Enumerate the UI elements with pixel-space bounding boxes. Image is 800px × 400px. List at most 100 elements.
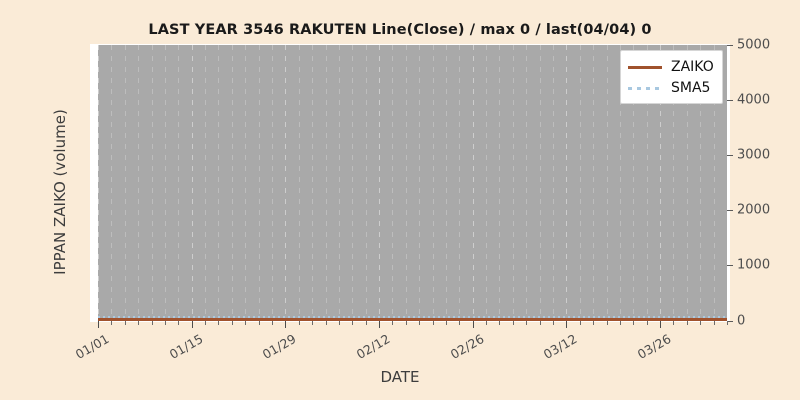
x-tick-label: 02/26	[447, 331, 487, 363]
gridline-vertical-minor	[258, 45, 260, 321]
x-axis-minor-tick	[405, 321, 407, 325]
chart-title: LAST YEAR 3546 RAKUTEN Line(Close) / max…	[148, 22, 652, 38]
x-tick-label: 01/01	[72, 331, 112, 363]
x-axis-label: DATE	[380, 368, 420, 386]
gridline-vertical-minor	[606, 45, 608, 321]
x-axis-minor-tick	[445, 321, 447, 325]
gridline-vertical-minor	[459, 45, 461, 321]
gridline-vertical-minor	[593, 45, 595, 321]
gridline-vertical-minor	[673, 45, 675, 321]
y-axis-label: IPPAN ZAIKO (volume)	[51, 109, 69, 275]
gridline-vertical-minor	[352, 45, 354, 321]
x-axis-minor-tick	[419, 321, 421, 325]
x-axis-minor-tick	[633, 321, 635, 325]
gridline-vertical	[191, 45, 193, 321]
x-axis-minor-tick	[338, 321, 340, 325]
legend-item-zaiko[interactable]: ZAIKO	[628, 56, 714, 77]
gridline-vertical-minor	[271, 45, 273, 321]
x-axis-minor-tick	[673, 321, 675, 325]
legend-swatch-solid-icon	[628, 61, 662, 73]
x-axis-major-tick	[660, 321, 662, 328]
x-axis-minor-tick	[218, 321, 220, 325]
legend-item-sma5[interactable]: SMA5	[628, 77, 714, 98]
x-axis-major-tick	[98, 321, 99, 328]
gridline-vertical-minor	[553, 45, 555, 321]
x-axis-minor-tick	[646, 321, 648, 325]
gridline-vertical-minor	[419, 45, 421, 321]
x-axis-minor-tick	[593, 321, 595, 325]
gridline-vertical-minor	[164, 45, 166, 321]
gridline-vertical-minor	[686, 45, 688, 321]
x-axis-minor-tick	[271, 321, 273, 325]
gridline-vertical	[285, 45, 287, 321]
gridline-vertical-minor	[713, 45, 715, 321]
gridline-vertical	[379, 45, 381, 321]
y-tick-label: 3000	[737, 147, 771, 163]
y-tick-mark	[727, 320, 733, 322]
series-line-sma5	[98, 316, 727, 318]
x-axis-minor-tick	[727, 321, 728, 325]
x-axis-minor-tick	[151, 321, 153, 325]
x-tick-label: 03/12	[541, 331, 580, 363]
y-tick-mark	[727, 99, 733, 101]
gridline-vertical-minor	[151, 45, 153, 321]
x-axis-major-tick	[379, 321, 381, 328]
x-tick-label: 01/15	[166, 331, 206, 363]
x-axis-minor-tick	[499, 321, 501, 325]
y-tick-label: 1000	[737, 257, 771, 273]
legend-swatch-dotted-icon	[628, 82, 662, 94]
chart-legend[interactable]: ZAIKO SMA5	[620, 50, 723, 104]
x-axis-minor-tick	[325, 321, 327, 325]
gridline-vertical-minor	[432, 45, 434, 321]
gridline-vertical-minor	[205, 45, 207, 321]
gridline-vertical-minor	[633, 45, 635, 321]
x-axis-minor-tick	[124, 321, 126, 325]
x-axis-minor-tick	[579, 321, 581, 325]
x-axis-minor-tick	[298, 321, 300, 325]
gridline-vertical	[566, 45, 568, 321]
x-axis-minor-tick	[205, 321, 207, 325]
x-axis-minor-tick	[526, 321, 528, 325]
x-axis-minor-tick	[392, 321, 394, 325]
y-tick-label: 2000	[737, 202, 771, 218]
gridline-vertical-minor	[111, 45, 113, 321]
gridline-vertical-minor	[579, 45, 581, 321]
x-axis-minor-tick	[459, 321, 461, 325]
x-axis-minor-tick	[432, 321, 434, 325]
gridline-vertical-minor	[486, 45, 488, 321]
x-axis-minor-tick	[178, 321, 180, 325]
x-axis-minor-tick	[686, 321, 688, 325]
gridline-vertical-minor	[445, 45, 447, 321]
x-axis-minor-tick	[700, 321, 702, 325]
gridline-vertical	[98, 45, 99, 321]
gridline-vertical-minor	[392, 45, 394, 321]
gridline-vertical-minor	[325, 45, 327, 321]
gridline-vertical-minor	[218, 45, 220, 321]
x-axis-minor-tick	[312, 321, 314, 325]
gridline-vertical-minor	[245, 45, 247, 321]
gridline-vertical-minor	[539, 45, 541, 321]
x-axis-minor-tick	[138, 321, 140, 325]
gridline-vertical-minor	[512, 45, 514, 321]
x-axis-minor-tick	[539, 321, 541, 325]
gridline-vertical-minor	[231, 45, 233, 321]
series-line-zaiko	[98, 318, 727, 321]
x-axis-minor-tick	[553, 321, 555, 325]
y-axis: 0 1000 2000 3000 4000 5000	[727, 37, 797, 328]
y-tick-label: 0	[737, 313, 746, 328]
y-tick-mark	[727, 210, 733, 212]
x-axis-minor-tick	[245, 321, 247, 325]
x-axis-minor-tick	[231, 321, 233, 325]
x-axis: 01/01 01/15 01/29 02/12 02/26 03/12 03/26	[73, 321, 728, 391]
x-axis-minor-tick	[352, 321, 354, 325]
x-axis-major-tick	[191, 321, 193, 328]
gridline-vertical-minor	[365, 45, 367, 321]
gridline-vertical	[472, 45, 474, 321]
gridline-vertical-minor	[646, 45, 648, 321]
gridline-vertical-minor	[405, 45, 407, 321]
x-axis-minor-tick	[111, 321, 113, 325]
gridline-vertical-minor	[619, 45, 621, 321]
x-axis-minor-tick	[486, 321, 488, 325]
legend-label-zaiko: ZAIKO	[671, 58, 714, 75]
